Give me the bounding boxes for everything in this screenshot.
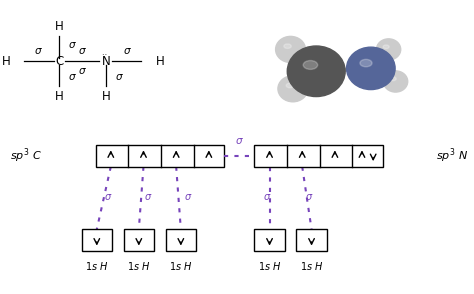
Bar: [96, 145, 224, 167]
Text: $\sigma$: $\sigma$: [115, 72, 123, 82]
Bar: [165, 229, 196, 251]
Text: C: C: [55, 55, 64, 68]
Ellipse shape: [278, 76, 308, 102]
Ellipse shape: [390, 77, 396, 81]
Ellipse shape: [303, 61, 318, 69]
Text: $\sigma$: $\sigma$: [144, 191, 152, 201]
Text: $1s$ H: $1s$ H: [258, 260, 281, 272]
Bar: [296, 229, 327, 251]
Text: $\sigma$: $\sigma$: [78, 66, 87, 76]
Text: $\sigma$: $\sigma$: [263, 191, 272, 201]
Text: $\sigma$: $\sigma$: [68, 72, 77, 82]
Text: $\sigma$: $\sigma$: [78, 46, 87, 56]
Ellipse shape: [383, 45, 389, 49]
Bar: [255, 229, 285, 251]
Ellipse shape: [287, 46, 345, 96]
Text: ··: ··: [102, 51, 110, 60]
Text: $\sigma$: $\sigma$: [183, 191, 192, 201]
Ellipse shape: [275, 36, 305, 63]
Text: $\sigma$: $\sigma$: [235, 136, 244, 146]
Text: $sp^3$ C: $sp^3$ C: [10, 146, 42, 165]
Bar: [82, 229, 112, 251]
Text: $1s$ H: $1s$ H: [85, 260, 109, 272]
Ellipse shape: [284, 44, 292, 49]
Ellipse shape: [346, 47, 395, 90]
Text: $\sigma$: $\sigma$: [104, 191, 113, 201]
Text: H: H: [155, 55, 164, 68]
Text: $1s$ H: $1s$ H: [300, 260, 323, 272]
Bar: [124, 229, 154, 251]
Ellipse shape: [286, 83, 293, 88]
Text: H: H: [102, 90, 110, 103]
Text: $\sigma$: $\sigma$: [305, 191, 313, 201]
Text: $\sigma$: $\sigma$: [68, 40, 77, 50]
Text: N: N: [102, 55, 110, 68]
Text: H: H: [55, 20, 64, 33]
Ellipse shape: [360, 59, 372, 67]
Text: $1s$ H: $1s$ H: [127, 260, 151, 272]
Text: $1s$ H: $1s$ H: [169, 260, 192, 272]
Text: $sp^3$ N: $sp^3$ N: [436, 146, 468, 165]
Text: $\sigma$: $\sigma$: [34, 46, 43, 56]
Ellipse shape: [376, 39, 401, 60]
Text: H: H: [55, 90, 64, 103]
Bar: [255, 145, 383, 167]
Text: $\sigma$: $\sigma$: [123, 46, 132, 56]
Text: H: H: [1, 55, 10, 68]
Ellipse shape: [383, 71, 408, 92]
